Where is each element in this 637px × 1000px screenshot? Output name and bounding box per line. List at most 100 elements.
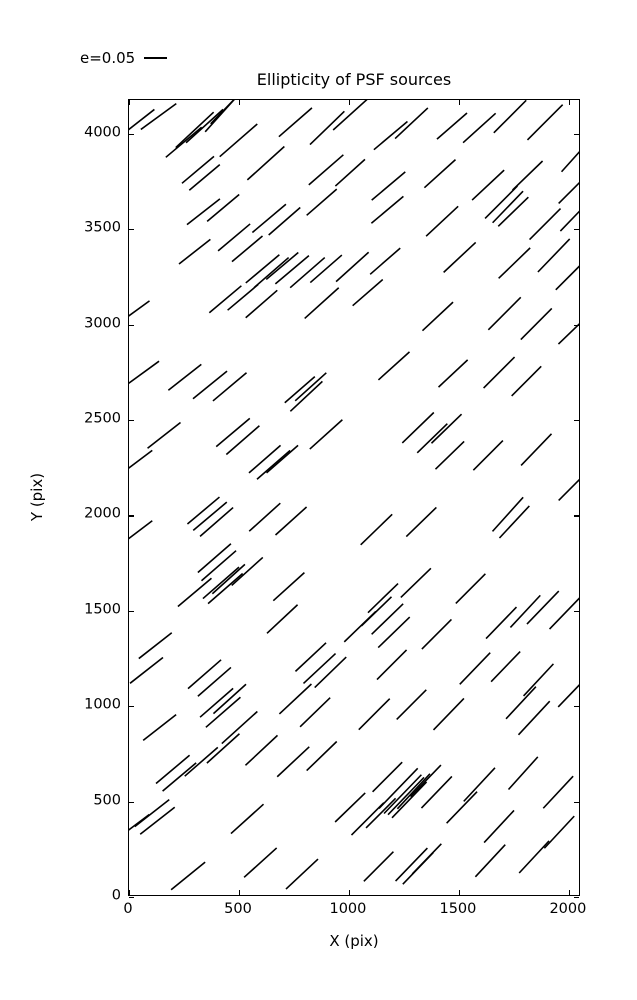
y-tick-mark [129, 324, 134, 326]
whisker-segment [334, 158, 366, 187]
whisker-segment [139, 806, 176, 835]
whisker-segment [396, 689, 427, 721]
x-tick-mark [238, 100, 241, 105]
whisker-segment [391, 781, 428, 819]
whisker-segment [505, 686, 537, 720]
whisker-segment [206, 193, 240, 222]
whisker-segment [253, 256, 290, 289]
whisker-segment [284, 375, 316, 404]
x-axis-label: X (pix) [329, 932, 379, 950]
whisker-segment [335, 251, 370, 283]
whisker-segment [358, 698, 391, 731]
whisker-segment [421, 301, 454, 332]
whisker-segment [200, 550, 237, 582]
whisker-segment [371, 171, 406, 201]
whisker-segment [557, 684, 579, 708]
whisker-segment [188, 164, 221, 191]
whisker-segment [522, 663, 555, 697]
whisker-segment [409, 764, 442, 798]
whisker-segment [520, 307, 553, 341]
whisker-segment [197, 666, 232, 697]
whisker-segment [405, 506, 437, 538]
whisker-segment [483, 356, 516, 389]
whisker-segment [299, 697, 331, 728]
whisker-segment [559, 210, 579, 232]
whisker-segment [138, 632, 173, 660]
y-tick-mark [129, 229, 134, 231]
whisker-segment [187, 659, 222, 690]
whisker-segment [537, 238, 571, 273]
whisker-segment [265, 444, 299, 474]
y-axis-label: Y (pix) [28, 472, 46, 522]
whisker-segment [363, 851, 394, 882]
whisker-segment [265, 251, 299, 281]
whisker-segment [245, 254, 280, 284]
whisker-segment [365, 797, 397, 829]
whisker-segment [231, 235, 264, 263]
whisker-segment [230, 803, 265, 835]
whisker-segment [487, 296, 522, 331]
whisker-segment [276, 746, 310, 778]
whisker-segment [472, 439, 504, 471]
whisker-segment [401, 411, 435, 444]
whisker-segment [411, 843, 442, 875]
whisker-segment [186, 198, 221, 226]
whisker-segment [459, 652, 491, 685]
scale-legend-label: e=0.05 [80, 48, 136, 67]
whisker-segment [208, 285, 242, 314]
scale-bar-icon [144, 57, 168, 59]
whisker-segment [210, 100, 235, 125]
whisker-segment [490, 650, 521, 683]
whisker-segment [526, 104, 564, 141]
y-tick-label: 1500 [84, 601, 121, 618]
whisker-segment [360, 513, 393, 546]
whisker-segment [199, 506, 234, 537]
whisker-segment [129, 108, 155, 131]
whisker-segment [383, 774, 422, 815]
whisker-segment [360, 596, 393, 627]
whisker-segment [202, 566, 240, 600]
whisker-segment [197, 543, 232, 574]
whisker-segment [178, 238, 211, 265]
x-tick-label: 0 [123, 901, 133, 917]
x-tick-mark [458, 890, 461, 895]
whisker-segment [306, 188, 338, 216]
whisker-segment [309, 254, 343, 284]
whisker-segment [520, 433, 553, 466]
whisker-segment [147, 421, 182, 449]
whisker-segment [471, 169, 505, 201]
y-tick-mark [129, 801, 134, 803]
whisker-segment [474, 844, 506, 878]
whisker-segment [511, 160, 544, 191]
x-tick-mark [568, 890, 571, 895]
whisker-segment [129, 360, 160, 385]
whisker-segment [483, 809, 515, 844]
plot-axes [128, 99, 580, 899]
whisker-segment [215, 417, 251, 448]
scale-legend: e=0.05 [80, 45, 168, 71]
y-tick-mark [574, 610, 579, 612]
y-tick-mark [129, 706, 134, 708]
whisker-segment [314, 656, 347, 689]
whisker-segment [304, 287, 340, 320]
whisker-segment [507, 756, 539, 791]
whisker-segment [421, 618, 453, 650]
whisker-segment [497, 196, 529, 227]
y-tick-mark [574, 515, 579, 517]
whisker-segment [400, 567, 432, 598]
whisker-segment [498, 247, 531, 279]
y-tick-mark [574, 324, 579, 326]
whisker-segment [463, 767, 496, 802]
x-tick-mark [129, 890, 131, 895]
whisker-series [129, 100, 579, 891]
whisker-segment [395, 847, 428, 882]
whisker-segment [557, 323, 579, 345]
whisker-segment [129, 520, 153, 540]
whisker-segment [206, 733, 240, 764]
y-tick-label: 2500 [84, 410, 121, 427]
whisker-segment [248, 502, 281, 532]
whisker-segment [334, 792, 366, 823]
whisker-segment [217, 223, 251, 252]
whisker-segment [430, 413, 463, 444]
